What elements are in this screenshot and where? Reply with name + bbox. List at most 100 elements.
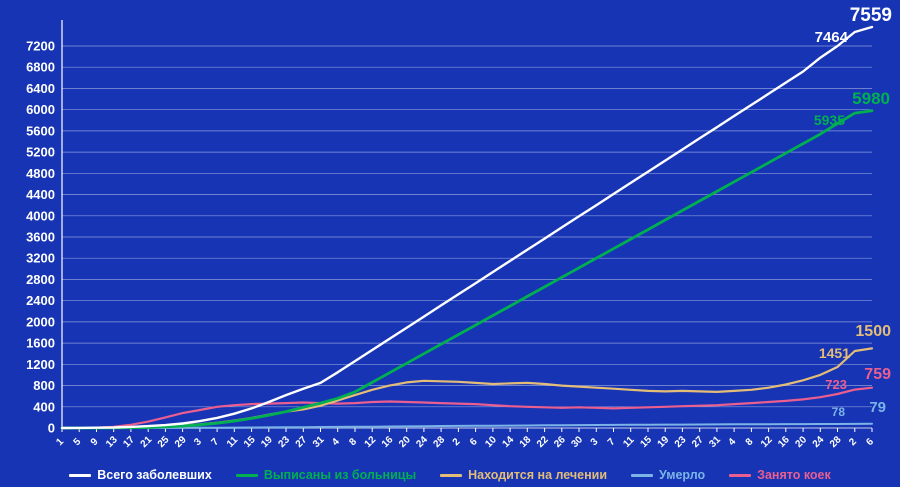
y-axis-tick-label: 3200	[26, 251, 55, 266]
x-axis-tick-label: 20	[794, 434, 810, 450]
x-axis-tick-label: 19	[259, 434, 275, 450]
x-axis-tick-label: 7	[606, 436, 618, 448]
x-axis-tick-label: 15	[638, 434, 654, 450]
end-label-died-current: 79	[869, 399, 886, 416]
legend-item-beds: Занято коек	[729, 468, 831, 482]
end-label-died-previous: 78	[831, 405, 845, 419]
x-axis-tick-label: 18	[518, 434, 534, 450]
legend-item-died: Умерло	[631, 468, 705, 482]
y-axis-tick-label: 6400	[26, 81, 55, 96]
y-axis-tick-label: 6800	[26, 60, 55, 75]
x-axis-tick-label: 29	[173, 434, 189, 450]
x-axis-tick-label: 30	[569, 434, 585, 450]
y-axis-tick-label: 4400	[26, 187, 55, 202]
series-line-4	[60, 386, 874, 430]
x-axis-tick-label: 3	[589, 436, 601, 448]
x-axis-tick-label: 2	[451, 436, 463, 448]
end-label-discharged-current: 5980	[852, 89, 890, 108]
y-axis-tick-label: 2000	[26, 314, 55, 329]
legend: Всего заболевших Выписаны из больницы На…	[0, 468, 900, 482]
x-axis-tick-label: 11	[621, 434, 637, 450]
legend-label-beds: Занято коек	[757, 468, 831, 482]
x-axis-tick-label: 16	[776, 434, 792, 450]
legend-label-total: Всего заболевших	[97, 468, 212, 482]
x-axis-tick-label: 24	[811, 434, 827, 450]
x-axis-tick-label: 16	[380, 434, 396, 450]
x-axis-tick-label: 3	[192, 436, 204, 448]
y-axis-tick-label: 1600	[26, 336, 55, 351]
end-label-total-current: 7559	[849, 5, 892, 26]
legend-swatch-died	[631, 473, 654, 477]
x-axis-tick-label: 23	[276, 434, 292, 450]
y-axis-tick-label: 6000	[26, 102, 55, 117]
y-axis-tick-label: 1200	[26, 357, 55, 372]
x-axis-tick-label: 4	[330, 436, 342, 448]
y-axis-tick-label: 5200	[26, 145, 55, 160]
x-axis-tick-label: 22	[535, 434, 551, 450]
y-axis-tick-label: 5600	[26, 123, 55, 138]
legend-swatch-beds	[729, 473, 752, 477]
x-axis-tick-label: 9	[89, 436, 101, 448]
y-axis-tick-label: 2800	[26, 272, 55, 287]
x-axis-tick-label: 12	[759, 434, 775, 450]
legend-item-treatment: Находится на лечении	[440, 468, 607, 482]
legend-item-total: Всего заболевших	[69, 468, 212, 482]
x-axis-tick-label: 24	[414, 434, 430, 450]
x-axis-tick-label: 28	[828, 434, 844, 450]
y-axis-tick-label: 7200	[26, 39, 55, 54]
legend-label-treatment: Находится на лечении	[468, 468, 608, 482]
x-axis-tick-label: 11	[225, 434, 241, 450]
y-axis-tick-label: 4800	[26, 166, 55, 181]
x-axis-tick-label: 8	[347, 436, 359, 448]
legend-label-discharged: Выписаны из больницы	[263, 468, 417, 482]
x-axis-tick-label: 15	[242, 434, 258, 450]
x-axis-tick-label: 21	[139, 434, 155, 450]
x-axis-tick-label: 27	[294, 434, 310, 450]
x-axis-tick-label: 7	[209, 436, 221, 448]
y-axis-tick-label: 3600	[26, 230, 55, 245]
y-axis-tick-label: 2400	[26, 293, 55, 308]
legend-item-discharged: Выписаны из больницы	[235, 468, 417, 482]
x-axis-tick-label: 10	[483, 434, 499, 450]
legend-swatch-treatment	[440, 473, 463, 477]
x-axis-tick-label: 8	[744, 436, 756, 448]
x-axis-tick-label: 31	[311, 434, 327, 450]
x-axis-tick-label: 6	[468, 436, 480, 448]
series-line-0	[60, 25, 874, 430]
x-axis-tick-label: 19	[656, 434, 672, 450]
end-label-total-previous: 7464	[814, 29, 848, 46]
x-axis-tick-label: 6	[864, 436, 876, 448]
x-axis-tick-label: 26	[552, 434, 568, 450]
x-axis-tick-label: 17	[121, 434, 137, 450]
y-axis-tick-label: 0	[48, 421, 55, 436]
series-line-2	[60, 347, 874, 430]
series-line-1	[60, 109, 874, 430]
x-axis-tick-label: 2	[847, 436, 859, 448]
legend-label-died: Умерло	[659, 468, 706, 482]
x-axis-tick-label: 20	[397, 434, 413, 450]
series-line-3	[61, 422, 873, 429]
x-axis-tick-label: 27	[690, 434, 706, 450]
end-label-treatment-current: 1500	[855, 323, 891, 340]
x-axis-tick-label: 23	[673, 434, 689, 450]
x-axis-tick-label: 4	[726, 436, 738, 448]
x-axis-tick-label: 14	[501, 434, 517, 450]
x-axis-tick-label: 28	[432, 434, 448, 450]
x-axis-tick-label: 12	[363, 434, 379, 450]
end-label-beds-previous: 723	[825, 377, 847, 392]
end-label-discharged-previous: 5935	[813, 112, 845, 128]
y-axis-tick-label: 800	[33, 378, 55, 393]
y-axis-tick-label: 400	[33, 399, 55, 414]
x-axis-tick-label: 1	[54, 436, 66, 448]
legend-swatch-discharged	[235, 473, 258, 477]
x-axis-tick-label: 31	[707, 434, 723, 450]
end-label-treatment-previous: 1451	[818, 345, 850, 361]
y-axis-tick-label: 4000	[26, 208, 55, 223]
x-axis-tick-label: 5	[72, 436, 84, 448]
end-label-beds-current: 759	[864, 366, 891, 383]
x-axis-tick-label: 13	[104, 434, 120, 450]
legend-swatch-total	[69, 473, 92, 477]
x-axis-tick-label: 25	[156, 434, 172, 450]
